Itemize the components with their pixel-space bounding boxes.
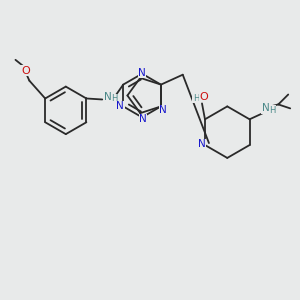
Text: N: N xyxy=(138,68,146,78)
Text: O: O xyxy=(21,66,30,76)
Text: H: H xyxy=(193,94,199,103)
Text: H: H xyxy=(269,106,276,115)
Text: N: N xyxy=(159,105,167,116)
Text: N: N xyxy=(116,101,124,111)
Text: N: N xyxy=(104,92,112,101)
Text: N: N xyxy=(139,114,147,124)
Text: N: N xyxy=(262,103,269,113)
Text: O: O xyxy=(200,92,208,101)
Text: N: N xyxy=(198,139,206,149)
Text: H: H xyxy=(111,94,117,103)
